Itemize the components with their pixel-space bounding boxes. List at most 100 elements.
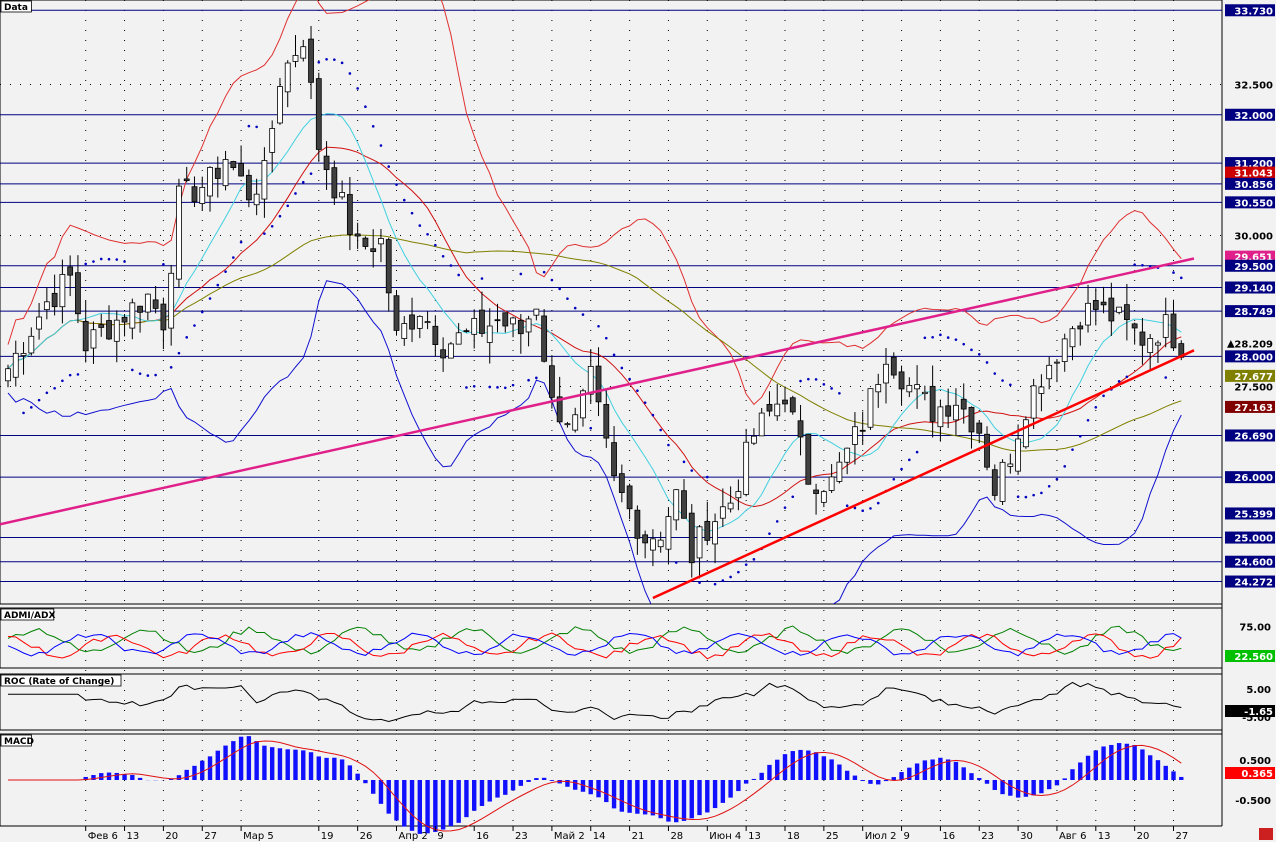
candle bbox=[315, 72, 322, 162]
macd-bar bbox=[837, 764, 842, 780]
candle bbox=[898, 365, 905, 406]
sar-dot bbox=[636, 389, 639, 393]
candle-body bbox=[587, 365, 594, 395]
macd-bar bbox=[363, 780, 368, 784]
x-tick-label: Апр 2 bbox=[399, 831, 428, 842]
macd-bar bbox=[573, 780, 578, 790]
candle-body bbox=[603, 404, 610, 439]
roc-value: -1.65 bbox=[1244, 707, 1273, 718]
x-tick-label: Июн 4 bbox=[709, 831, 741, 842]
sar-dot bbox=[573, 306, 577, 310]
candle bbox=[183, 166, 190, 183]
macd-bar bbox=[1101, 746, 1106, 780]
candle bbox=[867, 388, 874, 431]
x-tick-label: Фев 6 bbox=[88, 831, 118, 842]
panel-frame-3 bbox=[0, 733, 1223, 827]
panel-title-roc: ROC (Rate of Change) bbox=[4, 677, 114, 687]
candle-body bbox=[611, 442, 617, 477]
sar-dot bbox=[682, 460, 686, 464]
candle bbox=[284, 60, 291, 108]
sar-dot bbox=[690, 469, 694, 472]
candle-body bbox=[5, 368, 11, 382]
sar-dot bbox=[931, 335, 934, 339]
sar-dot bbox=[737, 570, 740, 574]
sar-dot bbox=[294, 192, 297, 195]
candle-body bbox=[984, 433, 990, 468]
candle-body bbox=[549, 365, 555, 398]
macd-bar bbox=[1070, 769, 1075, 780]
candle-body bbox=[1100, 301, 1107, 306]
candle bbox=[292, 35, 299, 68]
macd-bar bbox=[1000, 780, 1005, 795]
x-tick-label: 28 bbox=[670, 831, 683, 842]
sar-dot bbox=[900, 467, 903, 471]
price-label-bg bbox=[1225, 471, 1275, 484]
candle bbox=[160, 297, 167, 350]
candle bbox=[269, 120, 276, 173]
macd-bar bbox=[223, 745, 228, 780]
candle bbox=[43, 287, 50, 320]
candle-body bbox=[820, 491, 827, 503]
sar-dot bbox=[99, 257, 103, 261]
sar-dot bbox=[558, 287, 561, 291]
candle-body bbox=[813, 489, 819, 494]
candle-body bbox=[1131, 323, 1138, 329]
macd-bar bbox=[650, 780, 656, 816]
candle-body bbox=[1077, 325, 1084, 330]
sar-dot bbox=[1141, 263, 1144, 267]
sar-dot bbox=[45, 391, 49, 395]
macd-bar bbox=[580, 780, 586, 792]
candle bbox=[541, 309, 548, 363]
sar-dot bbox=[472, 384, 476, 388]
macd-bar bbox=[907, 767, 912, 780]
candle bbox=[1108, 282, 1115, 336]
candle-body bbox=[789, 397, 796, 413]
sar-dot bbox=[581, 313, 585, 316]
macd-bar bbox=[440, 780, 446, 830]
macd-bar bbox=[254, 741, 259, 780]
candle-body bbox=[828, 476, 835, 491]
candle-body bbox=[1015, 438, 1021, 472]
price-label: 29.651 bbox=[1234, 253, 1273, 264]
candle bbox=[1030, 378, 1037, 429]
macd-bar bbox=[541, 777, 547, 780]
candle-body bbox=[284, 62, 291, 93]
candle-body bbox=[152, 299, 159, 309]
sar-dot bbox=[744, 563, 748, 566]
sar-dot bbox=[939, 333, 942, 337]
price-label: 32.000 bbox=[1234, 111, 1273, 122]
macd-bar bbox=[277, 748, 283, 780]
sar-dot bbox=[807, 377, 810, 381]
candle-body bbox=[191, 186, 198, 203]
sar-dot bbox=[480, 277, 484, 280]
candle-body bbox=[238, 163, 245, 177]
macd-bar bbox=[1109, 744, 1114, 780]
candle bbox=[67, 255, 74, 297]
macd-bar bbox=[526, 780, 531, 782]
candle-body bbox=[875, 384, 882, 393]
macd-bar bbox=[534, 778, 539, 780]
candle-body bbox=[432, 325, 439, 345]
sar-dot bbox=[1094, 405, 1098, 409]
macd-bar bbox=[503, 780, 508, 795]
candle bbox=[339, 180, 346, 200]
candle bbox=[1147, 333, 1154, 370]
candle-body bbox=[269, 128, 276, 153]
sar-dot bbox=[107, 257, 111, 261]
price-label-bg bbox=[1225, 369, 1275, 382]
x-tick-label: 9 bbox=[904, 831, 910, 842]
candle-body bbox=[440, 349, 447, 359]
candle-body bbox=[657, 539, 664, 548]
roc-value-bg bbox=[1225, 705, 1275, 717]
sar-dot bbox=[791, 495, 795, 499]
macd-bar bbox=[1140, 749, 1145, 780]
macd-bar bbox=[114, 772, 119, 780]
macd-bar bbox=[301, 750, 306, 780]
macd-bar bbox=[456, 780, 461, 823]
sar-dot bbox=[270, 225, 274, 228]
macd-bar bbox=[91, 775, 96, 780]
macd-bar bbox=[852, 775, 858, 780]
candle bbox=[517, 313, 524, 354]
candle bbox=[1022, 416, 1029, 449]
